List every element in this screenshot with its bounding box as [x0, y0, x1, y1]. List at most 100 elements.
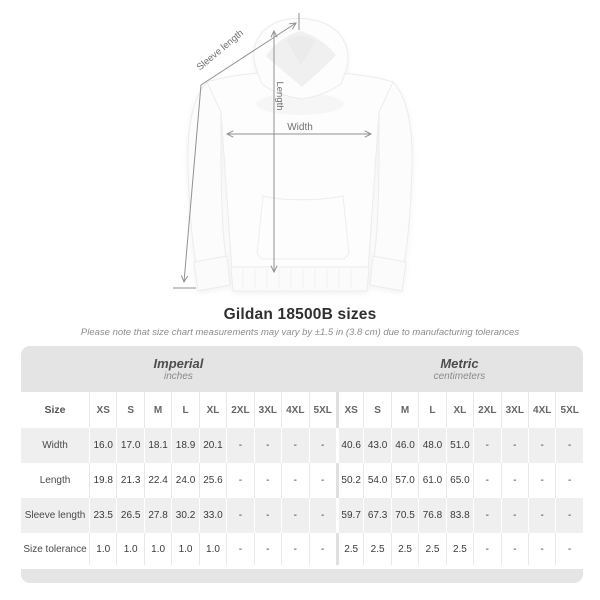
table-row-length: Length 19.8 21.3 22.4 24.0 25.6 - - - - … — [21, 463, 583, 498]
size-col-header: 2XL — [473, 392, 501, 428]
hoodie-left-cuff — [193, 255, 231, 292]
page-title: Gildan 18500B sizes — [223, 306, 377, 323]
measurement-cell: - — [500, 533, 528, 565]
size-column-header: Size — [21, 392, 89, 428]
measurement-cell: 16.0 — [89, 428, 117, 463]
measurement-cell: 54.0 — [363, 463, 391, 498]
sleeve-length-label: Sleeve length — [195, 28, 246, 73]
size-col-header: S — [116, 392, 144, 428]
size-col-header: XS — [89, 392, 117, 428]
measurement-cell: - — [253, 463, 282, 498]
measurement-cell: - — [473, 428, 501, 463]
measurement-cell: 27.8 — [143, 498, 172, 533]
measurement-cell: - — [500, 428, 528, 463]
measurement-cell: - — [281, 498, 309, 533]
measurement-cell: 25.6 — [198, 463, 227, 498]
metric-label: Metric — [440, 355, 479, 371]
measurement-cell: - — [308, 498, 336, 533]
measurement-cell: - — [473, 533, 501, 565]
measurement-cell: 23.5 — [89, 498, 117, 533]
table-row-size-tolerance: Size tolerance 1.0 1.0 1.0 1.0 1.0 - - -… — [21, 533, 583, 565]
size-col-header: 3XL — [500, 392, 528, 428]
size-col-header: S — [363, 392, 391, 428]
table-row-width: Width 16.0 17.0 18.1 18.9 20.1 - - - - 4… — [21, 428, 583, 463]
measurement-cell: - — [473, 463, 501, 498]
measurement-cell: - — [528, 498, 556, 533]
measurement-cell: 20.1 — [198, 428, 227, 463]
table-footer-bar — [21, 569, 583, 583]
size-header-row: Size XS S M L XL 2XL 3XL 4XL 5XL XS S M … — [21, 392, 583, 428]
measurement-cell: - — [308, 533, 336, 565]
measurement-cell: - — [528, 463, 556, 498]
measurement-cell: 70.5 — [390, 498, 419, 533]
measurement-cell: 2.5 — [445, 533, 474, 565]
hoodie-figure: Sleeve length Length Width — [173, 13, 413, 292]
measurement-cell: 2.5 — [363, 533, 391, 565]
sleeve-length-arrow — [180, 22, 297, 284]
measurement-cell: 2.5 — [335, 533, 364, 565]
tolerance-note: Please note that size chart measurements… — [80, 327, 520, 338]
size-col-header: 5XL — [308, 392, 336, 428]
measurement-cell: 21.3 — [116, 463, 144, 498]
measurement-cell: 48.0 — [418, 428, 446, 463]
measurement-cell: - — [253, 428, 282, 463]
measurement-cell: 26.5 — [116, 498, 144, 533]
measurement-cell: 19.8 — [89, 463, 117, 498]
measurement-cell: 33.0 — [198, 498, 227, 533]
size-col-header: 2XL — [226, 392, 254, 428]
hoodie-illustration — [187, 17, 413, 292]
hoodie-right-cuff — [369, 255, 407, 292]
measurement-arrows — [173, 13, 373, 289]
measurement-cell: - — [528, 428, 556, 463]
row-label: Length — [21, 463, 89, 498]
measurement-cell: 1.0 — [198, 533, 227, 565]
size-col-header: L — [171, 392, 199, 428]
row-label: Width — [21, 428, 89, 463]
measurement-cell: - — [226, 498, 254, 533]
size-col-header: XS — [335, 392, 364, 428]
measurement-cell: 43.0 — [363, 428, 391, 463]
measurement-cell: 18.1 — [143, 428, 172, 463]
measurement-cell: 46.0 — [390, 428, 419, 463]
hoodie-waistband — [230, 266, 370, 292]
row-label: Size tolerance — [21, 533, 89, 565]
metric-unit: centimeters — [433, 370, 486, 382]
measurement-cell: - — [281, 533, 309, 565]
measurement-cell: - — [500, 498, 528, 533]
measurement-cell: - — [253, 533, 282, 565]
size-chart: Imperial inches Metric centimeters Size … — [21, 346, 583, 583]
measurement-cell: - — [555, 498, 583, 533]
measurement-cell: 18.9 — [171, 428, 199, 463]
size-col-header: 4XL — [528, 392, 556, 428]
size-col-header: XL — [445, 392, 474, 428]
measurement-cell: 2.5 — [390, 533, 419, 565]
imperial-unit: inches — [164, 370, 193, 382]
imperial-group-header: Imperial inches — [21, 346, 336, 392]
measurement-cell: 2.5 — [418, 533, 446, 565]
imperial-label: Imperial — [153, 355, 204, 371]
measurement-cell: 30.2 — [171, 498, 199, 533]
measurement-cell: 65.0 — [445, 463, 474, 498]
measurement-cell: 22.4 — [143, 463, 172, 498]
length-label: Length — [274, 81, 285, 110]
measurement-cell: - — [528, 533, 556, 565]
measurement-cell: 1.0 — [89, 533, 117, 565]
size-col-header: L — [418, 392, 446, 428]
measurement-cell: 24.0 — [171, 463, 199, 498]
hoodie-pocket — [256, 195, 350, 260]
measurement-cell: - — [253, 498, 282, 533]
row-label: Sleeve length — [21, 498, 89, 533]
measurement-cell: 1.0 — [143, 533, 172, 565]
measurement-cell: 67.3 — [363, 498, 391, 533]
measurement-cell: - — [226, 463, 254, 498]
measurement-cell: - — [281, 428, 309, 463]
measurement-cell: 61.0 — [418, 463, 446, 498]
table-row-sleeve-length: Sleeve length 23.5 26.5 27.8 30.2 33.0 -… — [21, 498, 583, 533]
width-label: Width — [287, 122, 313, 133]
size-col-header: 5XL — [555, 392, 583, 428]
measurement-cell: 83.8 — [445, 498, 474, 533]
measurement-cell: - — [555, 463, 583, 498]
measurement-cell: 50.2 — [335, 463, 364, 498]
measurement-cell: 51.0 — [445, 428, 474, 463]
measurement-cell: - — [500, 463, 528, 498]
